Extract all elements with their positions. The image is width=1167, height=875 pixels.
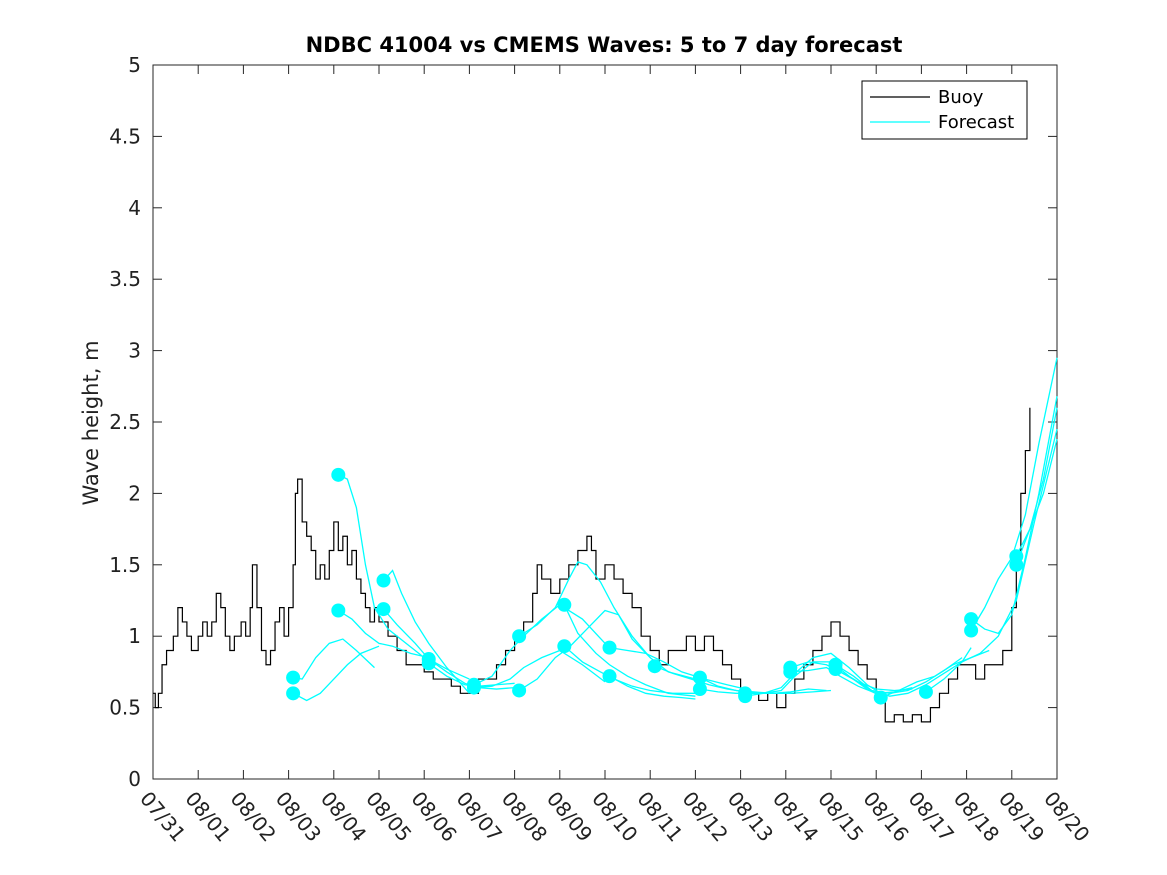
- x-tick-label: 08/08: [497, 787, 552, 847]
- x-tick-label: 08/14: [768, 787, 823, 847]
- forecast-line: [473, 603, 606, 686]
- forecast-start-marker: [783, 664, 798, 679]
- x-tick-label: 08/03: [271, 787, 326, 847]
- forecast-start-marker: [647, 659, 662, 674]
- forecast-line: [880, 649, 990, 699]
- forecast-line: [609, 675, 696, 700]
- forecast-start-marker: [1009, 557, 1024, 572]
- forecast-start-marker: [964, 612, 979, 627]
- forecast-line: [745, 652, 882, 697]
- forecast-line: [337, 609, 429, 659]
- forecast-start-marker: [376, 602, 391, 617]
- forecast-line: [383, 608, 470, 680]
- x-tick-label: 08/17: [904, 787, 959, 847]
- forecast-line: [699, 677, 832, 694]
- forecast-line: [970, 396, 1058, 635]
- legend: Buoy Forecast: [861, 80, 1028, 140]
- y-tick-label: 2.5: [109, 410, 141, 434]
- y-tick-label: 1.5: [109, 553, 141, 577]
- x-tick-label: 08/04: [316, 787, 371, 847]
- y-axis-label: Wave height, m: [79, 340, 103, 505]
- forecast-line: [338, 474, 425, 659]
- forecast-start-marker: [331, 603, 346, 618]
- forecast-start-marker: [331, 467, 346, 482]
- forecast-line: [835, 657, 963, 694]
- x-tick-label: 08/06: [406, 787, 461, 847]
- y-tick-label: 5: [128, 53, 141, 77]
- x-tick-label: 08/16: [858, 787, 913, 847]
- y-tick-label: 0: [128, 767, 141, 791]
- x-tick-label: 08/19: [994, 787, 1049, 847]
- legend-forecast-label: Forecast: [938, 112, 1014, 133]
- forecast-line: [790, 661, 913, 692]
- y-tick-label: 4.5: [109, 124, 141, 148]
- forecast-start-marker: [557, 597, 572, 612]
- forecast-start-marker: [286, 670, 301, 685]
- chart-title: NDBC 41004 vs CMEMS Waves: 5 to 7 day fo…: [306, 33, 903, 57]
- x-tick-label: 08/10: [587, 787, 642, 847]
- forecast-start-marker: [828, 662, 843, 677]
- forecast-line: [745, 661, 882, 697]
- forecast-start-marker: [512, 683, 527, 698]
- plot-area: 00.511.522.533.544.5507/3108/0108/0208/0…: [109, 53, 1094, 846]
- forecast-start-marker: [602, 640, 617, 655]
- forecast-line: [970, 357, 1058, 631]
- x-tick-label: 08/07: [452, 787, 507, 847]
- forecast-line: [563, 645, 696, 694]
- forecast-line: [293, 638, 375, 680]
- y-tick-label: 3: [128, 339, 141, 363]
- x-tick-label: 08/20: [1039, 787, 1094, 847]
- x-tick-label: 08/11: [632, 787, 687, 847]
- forecast-start-marker: [873, 690, 888, 705]
- x-tick-label: 08/12: [678, 787, 733, 847]
- forecast-start-marker: [286, 686, 301, 701]
- y-tick-label: 3.5: [109, 267, 141, 291]
- y-tick-label: 0.5: [109, 696, 141, 720]
- forecast-start-marker: [512, 629, 527, 644]
- forecast-start-marker: [421, 656, 436, 671]
- forecast-line: [383, 569, 470, 694]
- forecast-line: [654, 665, 786, 694]
- x-tick-label: 08/05: [361, 787, 416, 847]
- forecast-start-marker: [602, 669, 617, 684]
- legend-box: [861, 80, 1028, 140]
- legend-buoy-label: Buoy: [938, 87, 984, 108]
- forecast-start-marker: [376, 573, 391, 588]
- forecast-start-marker: [738, 689, 753, 704]
- forecast-line: [518, 561, 651, 659]
- buoy-line: [153, 407, 1031, 723]
- forecast-line: [835, 647, 972, 697]
- y-tick-label: 4: [128, 196, 141, 220]
- forecast-start-marker: [964, 623, 979, 638]
- forecast-start-marker: [918, 684, 933, 699]
- x-tick-label: 08/09: [542, 787, 597, 847]
- forecast-line: [790, 666, 913, 694]
- x-tick-label: 08/15: [813, 787, 868, 847]
- forecast-line: [609, 646, 746, 690]
- x-tick-label: 08/02: [226, 787, 281, 847]
- y-tick-label: 2: [128, 481, 141, 505]
- forecast-line: [1015, 407, 1058, 566]
- x-tick-label: 08/01: [180, 787, 235, 847]
- forecast-line: [925, 428, 1058, 693]
- forecast-line: [473, 649, 606, 689]
- forecast-start-marker: [692, 670, 707, 685]
- x-tick-label: 08/13: [723, 787, 778, 847]
- forecast-start-marker: [466, 680, 481, 695]
- x-tick-label: 07/31: [135, 787, 190, 847]
- forecast-line: [1015, 438, 1058, 557]
- forecast-start-marker: [692, 682, 707, 697]
- y-tick-label: 1: [128, 624, 141, 648]
- x-tick-label: 08/18: [949, 787, 1004, 847]
- forecast-start-marker: [557, 639, 572, 654]
- forecast-line: [292, 645, 380, 702]
